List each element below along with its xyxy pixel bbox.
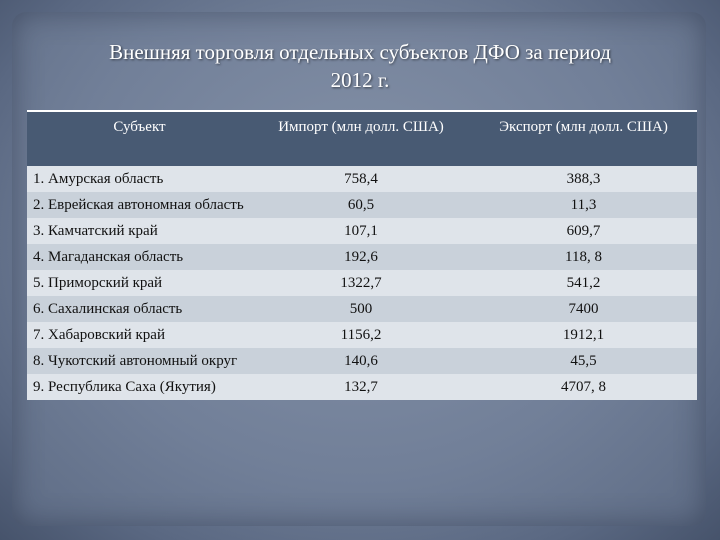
export-cell: 1912,1 <box>470 322 697 348</box>
import-cell: 140,6 <box>252 348 470 374</box>
export-cell: 388,3 <box>470 166 697 192</box>
export-cell: 7400 <box>470 296 697 322</box>
subject-cell: 9. Республика Саха (Якутия) <box>27 374 252 400</box>
subject-cell: 7. Хабаровский край <box>27 322 252 348</box>
header-import: Импорт (млн долл. США) <box>252 110 470 166</box>
subject-cell: 4. Магаданская область <box>27 244 252 270</box>
header-export: Экспорт (млн долл. США) <box>470 110 697 166</box>
export-cell: 11,3 <box>470 192 697 218</box>
import-cell: 758,4 <box>252 166 470 192</box>
title-line-1: Внешняя торговля отдельных субъектов ДФО… <box>109 40 611 64</box>
table-row: 4. Магаданская область 192,6 118, 8 <box>27 244 697 270</box>
table-header-row: Субъект Импорт (млн долл. США) Экспорт (… <box>27 110 697 166</box>
export-cell: 609,7 <box>470 218 697 244</box>
subject-cell: 3. Камчатский край <box>27 218 252 244</box>
slide-title: Внешняя торговля отдельных субъектов ДФО… <box>0 38 720 94</box>
table-row: 8. Чукотский автономный округ 140,6 45,5 <box>27 348 697 374</box>
export-cell: 541,2 <box>470 270 697 296</box>
import-cell: 132,7 <box>252 374 470 400</box>
table-row: 2. Еврейская автономная область 60,5 11,… <box>27 192 697 218</box>
subject-cell: 8. Чукотский автономный округ <box>27 348 252 374</box>
title-line-2: 2012 г. <box>330 68 390 92</box>
table-row: 7. Хабаровский край 1156,2 1912,1 <box>27 322 697 348</box>
subject-cell: 2. Еврейская автономная область <box>27 192 252 218</box>
export-cell: 4707, 8 <box>470 374 697 400</box>
import-cell: 1156,2 <box>252 322 470 348</box>
export-cell: 118, 8 <box>470 244 697 270</box>
import-cell: 107,1 <box>252 218 470 244</box>
import-cell: 192,6 <box>252 244 470 270</box>
import-cell: 1322,7 <box>252 270 470 296</box>
table-row: 9. Республика Саха (Якутия) 132,7 4707, … <box>27 374 697 400</box>
import-cell: 500 <box>252 296 470 322</box>
export-cell: 45,5 <box>470 348 697 374</box>
trade-table: Субъект Импорт (млн долл. США) Экспорт (… <box>27 110 697 400</box>
header-subject: Субъект <box>27 110 252 166</box>
table-row: 6. Сахалинская область 500 7400 <box>27 296 697 322</box>
subject-cell: 1. Амурская область <box>27 166 252 192</box>
subject-cell: 5. Приморский край <box>27 270 252 296</box>
table-row: 5. Приморский край 1322,7 541,2 <box>27 270 697 296</box>
import-cell: 60,5 <box>252 192 470 218</box>
subject-cell: 6. Сахалинская область <box>27 296 252 322</box>
table-row: 3. Камчатский край 107,1 609,7 <box>27 218 697 244</box>
table-row: 1. Амурская область 758,4 388,3 <box>27 166 697 192</box>
